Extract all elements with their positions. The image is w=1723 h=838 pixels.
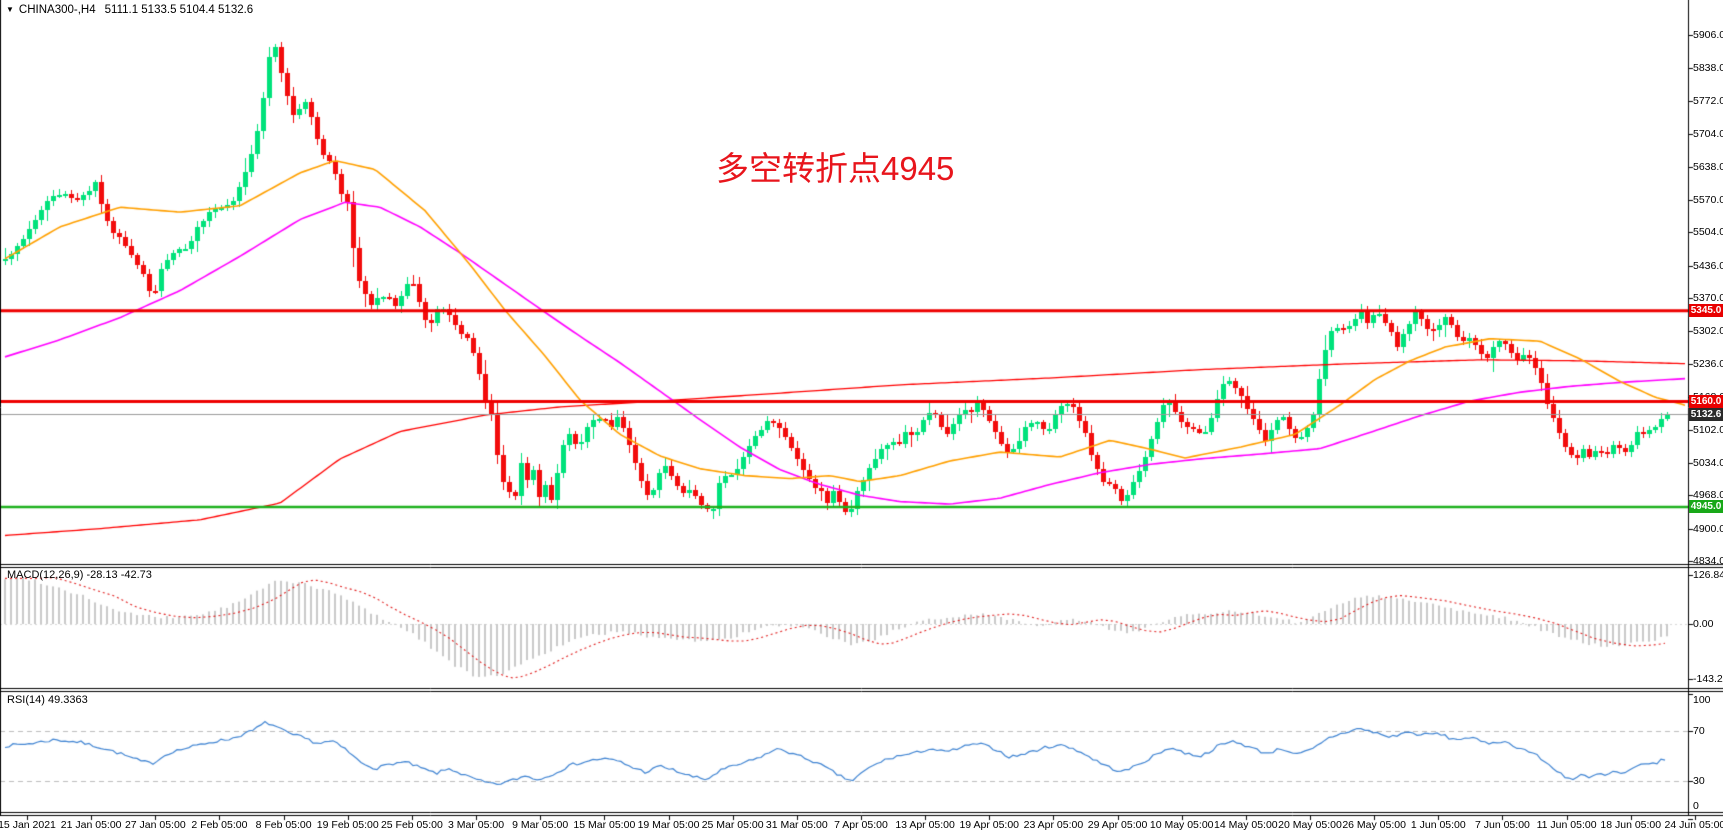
price-tick-label: 5704.0 <box>1693 128 1723 141</box>
chart-title: ▼ CHINA300-,H4 5111.1 5133.5 5104.4 5132.6 <box>6 4 253 16</box>
time-axis-label: 8 Feb 05:00 <box>255 819 312 831</box>
price-tick-label: 5370.0 <box>1693 292 1723 304</box>
price-tick-label: 4900.0 <box>1693 522 1723 535</box>
rsi-tick-label: 0 <box>1693 800 1699 812</box>
price-tick-label: 5772.0 <box>1693 94 1723 107</box>
macd-tick-label: 0.00 <box>1693 618 1714 630</box>
time-axis-label: 3 Mar 05:00 <box>448 819 505 831</box>
time-axis-label: 15 Jan 2021 <box>0 819 56 831</box>
price-tick-label: 5436.0 <box>1693 259 1723 272</box>
time-axis-label: 25 Mar 05:00 <box>701 819 764 831</box>
time-axis-label: 29 Apr 05:00 <box>1087 819 1148 831</box>
symbol-dropdown-icon[interactable]: ▼ <box>6 5 14 14</box>
price-tick-label: 5570.0 <box>1693 193 1723 206</box>
time-axis-label: 19 Feb 05:00 <box>316 819 379 831</box>
price-tick-label: 5906.0 <box>1693 29 1723 41</box>
price-tick-label: 5638.0 <box>1693 160 1723 173</box>
price-badge: 5160.0 <box>1689 394 1723 408</box>
price-tick-label: 5102.0 <box>1693 423 1723 436</box>
time-axis-label: 20 May 05:00 <box>1278 819 1342 831</box>
price-tick-label: 5504.0 <box>1693 226 1723 239</box>
price-tick-label: 4968.0 <box>1693 489 1723 502</box>
price-tick-label: 5236.0 <box>1693 357 1723 370</box>
time-axis-label: 15 Mar 05:00 <box>573 819 636 831</box>
rsi-tick-label: 100 <box>1693 694 1711 706</box>
rsi-tick-label: 70 <box>1693 725 1705 737</box>
time-axis-label: 1 Jun 05:00 <box>1410 819 1466 831</box>
time-axis-label: 31 Mar 05:00 <box>765 819 828 831</box>
time-axis-label: 7 Apr 05:00 <box>834 819 888 831</box>
price-tick-label: 5302.0 <box>1693 325 1723 338</box>
price-tick-label: 4834.0 <box>1693 555 1723 567</box>
price-badge: 4945.0 <box>1689 500 1723 514</box>
price-badge: 5132.6 <box>1689 407 1723 421</box>
time-axis-label: 19 Apr 05:00 <box>959 819 1020 831</box>
rsi-indicator-label: RSI(14) 49.3363 <box>7 694 88 706</box>
price-tick-label: 5034.0 <box>1693 456 1723 469</box>
price-tick-label: 5838.0 <box>1693 62 1723 75</box>
time-axis-label: 19 Mar 05:00 <box>637 819 700 831</box>
time-axis-label: 14 May 05:00 <box>1214 819 1278 831</box>
annotation-text: 多空转折点4945 <box>716 150 955 187</box>
time-axis-label: 7 Jun 05:00 <box>1474 819 1530 831</box>
time-axis-label: 11 Jun 05:00 <box>1536 819 1597 831</box>
time-axis-label: 23 Apr 05:00 <box>1023 819 1084 831</box>
time-axis-label: 18 Jun 05:00 <box>1600 819 1662 831</box>
macd-tick-label: 126.84 <box>1693 569 1723 581</box>
rsi-tick-label: 30 <box>1693 775 1705 787</box>
time-axis-label: 9 Mar 05:00 <box>512 819 569 831</box>
time-axis-label: 10 May 05:00 <box>1149 819 1214 831</box>
time-axis-label: 25 Feb 05:00 <box>380 819 443 831</box>
time-axis-label: 21 Jan 05:00 <box>60 819 122 831</box>
ohlc-values: 5111.1 5133.5 5104.4 5132.6 <box>104 4 254 16</box>
time-axis-label: 24 Jun 05:00 <box>1664 819 1723 831</box>
macd-indicator-label: MACD(12,26,9) -28.13 -42.73 <box>7 569 152 581</box>
symbol-period-label: CHINA300-,H4 <box>18 4 96 16</box>
time-axis-label: 13 Apr 05:00 <box>895 819 955 831</box>
time-axis-label: 2 Feb 05:00 <box>191 819 248 831</box>
time-axis-label: 26 May 05:00 <box>1342 819 1406 831</box>
price-badge: 5345.0 <box>1689 303 1723 317</box>
time-axis-label: 27 Jan 05:00 <box>124 819 186 831</box>
macd-tick-label: -143.2 <box>1693 673 1723 686</box>
